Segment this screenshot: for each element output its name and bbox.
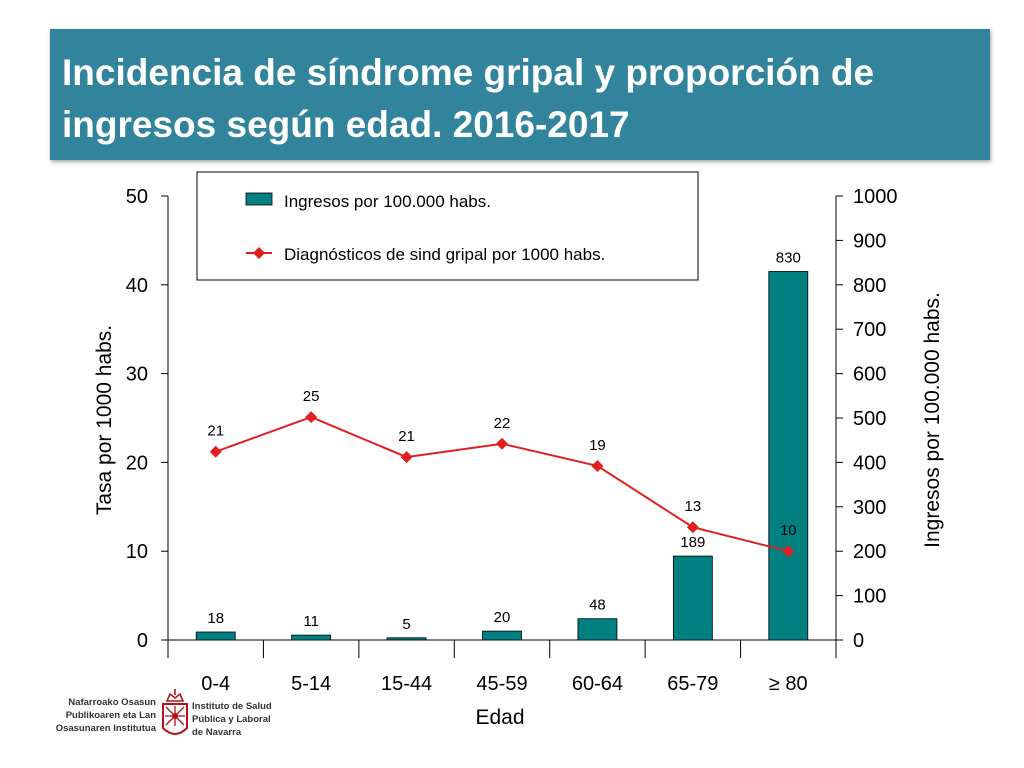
bar-value-label: 18 — [207, 610, 224, 627]
legend-bar-label: Ingresos por 100.000 habs. — [284, 192, 491, 211]
legend-bar-swatch — [245, 192, 273, 206]
bar-value-label: 5 — [402, 616, 410, 633]
logo-text-spanish: Instituto de Salud Pública y Laboral de … — [192, 700, 302, 739]
y-left-tick-label: 20 — [126, 452, 148, 474]
logo-left-line: Publikoaren eta Lan — [65, 710, 156, 721]
y-right-tick-label: 800 — [853, 275, 886, 297]
x-tick-label: 15-44 — [381, 673, 432, 695]
line-point — [400, 451, 413, 464]
y-right-tick-label: 900 — [853, 230, 886, 252]
x-tick-label: 0-4 — [201, 673, 230, 695]
bar — [768, 271, 809, 641]
line-point — [686, 521, 699, 534]
x-tick-label: ≥ 80 — [769, 673, 808, 695]
line-point — [782, 545, 795, 558]
x-tick-label: 65-79 — [667, 673, 718, 695]
line-value-label: 19 — [589, 437, 606, 454]
y-axis-right-label: Ingresos por 100.000 habs. — [921, 292, 944, 548]
y-right-tick-label: 0 — [853, 630, 864, 652]
page-title: Incidencia de síndrome gripal y proporci… — [62, 52, 875, 145]
x-axis-label: Edad — [475, 706, 524, 729]
line-value-label: 13 — [685, 498, 702, 515]
y-left-tick-label: 30 — [126, 364, 148, 386]
line-series: 21 25 21 22 19 13 10 — [207, 388, 797, 558]
line-value-label: 22 — [494, 415, 511, 432]
logo-left-line: Nafarroako Osasun — [68, 697, 156, 708]
y-right-tick-label: 600 — [853, 364, 886, 386]
line-path — [215, 416, 789, 553]
y-left-tick-label: 0 — [137, 630, 148, 652]
logo-right-line: de Navarra — [192, 727, 242, 738]
y-right-tick-label: 400 — [853, 452, 886, 474]
legend-line-label: Diagnósticos de sind gripal por 1000 hab… — [284, 245, 605, 264]
bar — [195, 631, 236, 641]
title-banner: Incidencia de síndrome gripal y proporci… — [50, 29, 990, 160]
bar-series: 18 11 5 20 48 189 830 — [195, 249, 809, 641]
y-right-tick-label: 1000 — [853, 186, 898, 208]
bar-value-label: 48 — [589, 597, 606, 614]
bar-value-label: 20 — [494, 609, 511, 626]
x-tick-label: 5-14 — [291, 673, 331, 695]
bar-value-label: 830 — [776, 249, 801, 266]
chart-legend: Ingresos por 100.000 habs. Diagnósticos … — [196, 171, 699, 281]
bar-value-label: 11 — [303, 613, 319, 630]
institute-logo: Nafarroako Osasun Publikoaren eta Lan Os… — [52, 686, 292, 746]
bar — [577, 618, 618, 641]
y-right-tick-label: 700 — [853, 319, 886, 341]
logo-right-line: Instituto de Salud — [192, 701, 272, 712]
line-value-label: 25 — [303, 388, 320, 405]
bar-value-label: 189 — [680, 534, 705, 551]
line-point — [496, 437, 508, 450]
line-point — [305, 411, 318, 424]
line-value-label: 21 — [398, 428, 415, 445]
line-point — [209, 445, 222, 458]
navarra-coat-of-arms-icon — [162, 689, 188, 735]
bar — [291, 634, 332, 641]
x-tick-label: 60-64 — [572, 673, 623, 695]
axes: 0102030405001002003004005006007008009001… — [126, 186, 898, 695]
y-right-tick-label: 200 — [853, 541, 886, 563]
y-right-tick-label: 100 — [853, 586, 886, 608]
y-axis-left-label: Tasa por 1000 habs. — [93, 325, 116, 515]
bar — [672, 555, 713, 641]
line-value-label: 21 — [207, 423, 224, 440]
line-value-label: 10 — [780, 522, 797, 539]
y-right-tick-label: 300 — [853, 497, 886, 519]
logo-left-line: Osasunaren Institutua — [55, 723, 156, 734]
y-left-tick-label: 40 — [126, 275, 148, 297]
logo-right-line: Pública y Laboral — [192, 714, 271, 725]
legend-line-marker — [253, 247, 265, 259]
y-right-tick-label: 500 — [853, 408, 886, 430]
bar — [482, 630, 522, 641]
line-point — [591, 459, 604, 472]
logo-text-basque: Nafarroako Osasun Publikoaren eta Lan Os… — [52, 696, 156, 735]
y-left-tick-label: 10 — [126, 541, 148, 563]
y-left-tick-label: 50 — [126, 186, 148, 208]
bar — [386, 637, 427, 641]
x-tick-label: 45-59 — [476, 673, 527, 695]
